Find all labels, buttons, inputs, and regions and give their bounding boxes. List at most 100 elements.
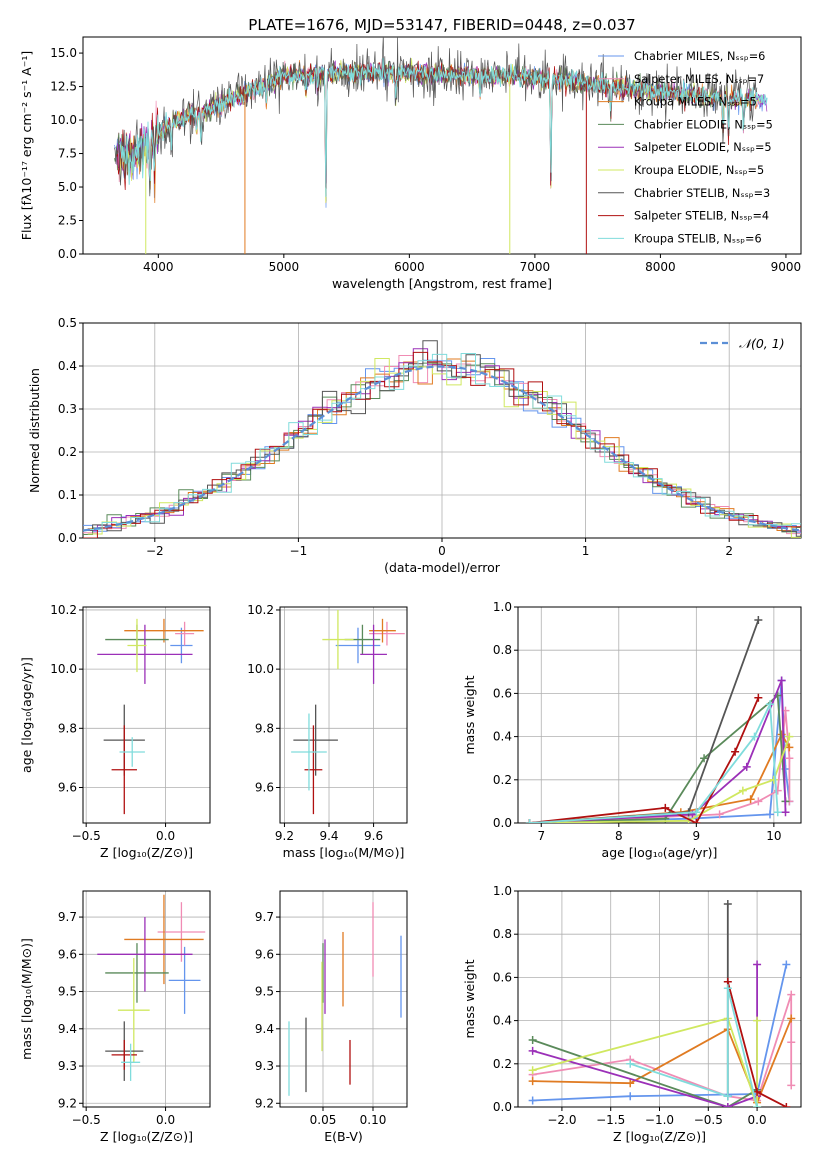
y-tick-label: 0.0 — [493, 816, 512, 830]
chart-title: PLATE=1676, MJD=53147, FIBERID=0448, z=0… — [248, 16, 635, 34]
spectrum-legend: Chabrier MILES, Nₛₛₚ=6 Salpeter MILES, Nₛ… — [598, 50, 773, 245]
data-point-marker — [754, 693, 763, 702]
data-point-marker — [692, 819, 701, 823]
data-point-marker — [731, 747, 740, 756]
x-tick-label: −2.0 — [547, 1113, 576, 1127]
data-point-marker — [773, 808, 782, 817]
legend-entry: Kroupa STELIB, Nₛₛₚ=6 — [634, 232, 762, 245]
data-point-marker — [785, 754, 794, 763]
y-tick-label: 0.2 — [58, 445, 77, 459]
legend-entry: Kroupa ELODIE, Nₛₛₚ=5 — [634, 164, 764, 177]
plot-area — [97, 894, 206, 1081]
legend-entry: Salpeter STELIB, Nₛₛₚ=4 — [634, 210, 769, 223]
y-tick-label: 9.2 — [58, 1096, 77, 1110]
legend-entry: Chabrier MILES, Nₛₛₚ=6 — [634, 50, 765, 63]
data-point-marker — [785, 732, 794, 741]
x-tick-label: 9000 — [771, 260, 802, 274]
data-point-marker — [753, 1087, 762, 1096]
y-tick-label: 9.3 — [255, 1059, 274, 1073]
mass-weight-series-line — [529, 680, 787, 823]
data-point-marker — [528, 1036, 537, 1045]
y-tick-label: 0.5 — [58, 316, 77, 330]
x-axis-label: (data-model)/error — [384, 560, 501, 575]
x-tick-label: −0.5 — [72, 829, 101, 843]
y-tick-label: 0.4 — [493, 730, 512, 744]
x-axis-label: Z [log₁₀(Z/Z⊙)] — [100, 845, 193, 860]
plot-area — [83, 340, 801, 538]
histogram-series — [87, 358, 801, 538]
age-vs-z-chart: −0.5 0.0 9.6 9.8 10.0 10.2 Z [log₁₀(Z/Z⊙)] age … — [19, 603, 211, 860]
y-tick-label: 5.0 — [58, 180, 77, 194]
mass-weight-series-line — [529, 693, 787, 823]
x-tick-label: 10 — [766, 829, 781, 843]
y-tick-label: 1.0 — [493, 600, 512, 614]
residuals-chart: −2 −1 0 1 2 0.0 0.1 0.2 0.3 0.4 0.5 (data-model)/er… — [27, 316, 802, 575]
y-tick-label: 10.2 — [247, 603, 274, 617]
spectrum-series-line — [118, 57, 768, 197]
data-point-marker — [715, 810, 724, 819]
legend-entry: Salpeter ELODIE, Nₛₛₚ=5 — [634, 141, 772, 154]
y-axis-label: Normed distribution — [27, 368, 42, 493]
y-tick-label: 0.3 — [58, 402, 77, 416]
data-point-marker — [626, 1059, 635, 1068]
mass-weight-vs-z-chart: −2.0 −1.5 −1.0 −0.5 0.0 0.0 0.2 0.4 0.6 0.8 1.0 Z [… — [462, 884, 802, 1144]
y-axis-label: mass weight — [462, 675, 477, 754]
mass-weight-series-line — [532, 964, 758, 1107]
data-point-marker — [525, 819, 534, 823]
x-tick-label: 0.0 — [748, 1113, 767, 1127]
data-point-marker — [746, 795, 755, 804]
data-point-marker — [781, 808, 790, 817]
data-point-marker — [528, 1077, 537, 1086]
data-point-marker — [626, 1092, 635, 1101]
data-point-marker — [754, 615, 763, 624]
data-point-marker — [661, 803, 670, 812]
y-axis-label: mass [log₁₀(M/M⊙)] — [19, 938, 34, 1060]
y-tick-label: 12.5 — [50, 80, 77, 94]
plot-frame — [279, 606, 408, 824]
mass-weight-series-line — [529, 697, 760, 823]
y-tick-label: 9.6 — [255, 780, 274, 794]
y-tick-label: 0.0 — [493, 1100, 512, 1114]
y-tick-label: 15.0 — [50, 46, 77, 60]
y-tick-label: 0.8 — [493, 927, 512, 941]
data-point-marker — [626, 1079, 635, 1088]
data-point-marker — [769, 775, 778, 784]
y-tick-label: 10.0 — [50, 113, 77, 127]
histogram-series — [83, 340, 801, 537]
mass-vs-z-chart: −0.5 0.0 9.2 9.3 9.4 9.5 9.6 9.7 Z [log₁₀(Z/Z⊙)]… — [19, 890, 211, 1144]
y-tick-label: 9.4 — [255, 1022, 274, 1036]
data-point-marker — [765, 700, 774, 709]
data-point-marker — [723, 899, 732, 908]
data-point-marker — [773, 786, 782, 795]
x-tick-label: −1.0 — [645, 1113, 674, 1127]
y-tick-label: 10.0 — [50, 662, 77, 676]
mass-weight-series-line — [629, 987, 758, 1107]
legend-entry: 𝒩(0, 1) — [739, 336, 785, 351]
spectrum-series-line — [119, 58, 763, 203]
y-tick-label: 1.0 — [493, 884, 512, 898]
histogram-series — [83, 362, 801, 535]
y-tick-label: 9.8 — [255, 721, 274, 735]
mass-weight-series-line — [529, 700, 779, 823]
x-tick-label: 2 — [725, 544, 733, 558]
x-axis-label: age [log₁₀(age/yr)] — [602, 845, 718, 860]
data-point-marker — [753, 1103, 762, 1107]
x-tick-label: 9 — [693, 829, 701, 843]
residuals-legend: 𝒩(0, 1) — [700, 336, 785, 351]
y-tick-label: 9.6 — [255, 947, 274, 961]
x-tick-label: 6000 — [394, 260, 425, 274]
data-point-marker — [785, 743, 794, 752]
x-tick-label: −0.5 — [72, 1113, 101, 1127]
x-axis-label: E(B-V) — [324, 1129, 363, 1144]
y-tick-label: 9.2 — [255, 1096, 274, 1110]
y-tick-label: 9.5 — [255, 985, 274, 999]
data-point-marker — [738, 786, 747, 795]
data-point-marker — [787, 1081, 796, 1090]
age-vs-mass-chart: 9.2 9.4 9.6 9.6 9.8 10.0 10.2 mass [log₁₀(M/M⊙)… — [247, 603, 408, 860]
x-axis-label: wavelength [Angstrom, rest frame] — [332, 276, 552, 291]
spectrum-chart: 4000 5000 6000 7000 8000 9000 0.0 2.5 5.0 7.5 10.0… — [19, 16, 802, 291]
data-point-marker — [528, 1096, 537, 1105]
y-tick-label: 2.5 — [58, 214, 77, 228]
data-point-marker — [777, 676, 786, 685]
